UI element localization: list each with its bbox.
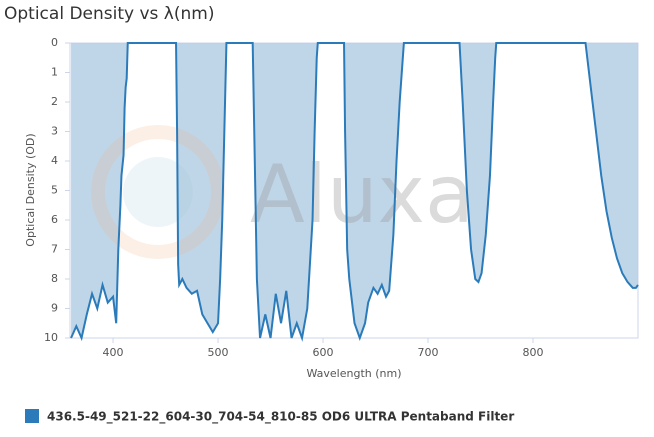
y-tick-label: 3 bbox=[51, 125, 58, 138]
x-tick-label: 800 bbox=[523, 346, 544, 359]
x-tick-label: 400 bbox=[103, 346, 124, 359]
y-tick-label: 5 bbox=[51, 184, 58, 197]
watermark: Aluxa bbox=[91, 125, 474, 259]
x-tick-label: 500 bbox=[208, 346, 229, 359]
watermark-text: Aluxa bbox=[250, 148, 474, 241]
y-tick-label: 9 bbox=[51, 302, 58, 315]
legend-swatch bbox=[25, 409, 39, 423]
x-tick-label: 700 bbox=[418, 346, 439, 359]
y-axis-label: Optical Density (OD) bbox=[24, 133, 37, 246]
y-tick-label: 1 bbox=[51, 66, 58, 79]
chart-title: Optical Density vs λ(nm) bbox=[4, 4, 214, 24]
y-tick-label: 6 bbox=[51, 213, 58, 226]
area-fill bbox=[71, 43, 638, 338]
legend-label: 436.5-49_521-22_604-30_704-54_810-85 OD6… bbox=[47, 410, 514, 425]
x-axis-label: Wavelength (nm) bbox=[306, 367, 401, 380]
y-tick-label: 4 bbox=[51, 154, 58, 167]
y-tick-label: 10 bbox=[44, 331, 58, 344]
y-tick-label: 0 bbox=[51, 36, 58, 49]
x-tick-label: 600 bbox=[313, 346, 334, 359]
y-tick-label: 2 bbox=[51, 95, 58, 108]
y-tick-label: 7 bbox=[51, 243, 58, 256]
line bbox=[70, 42, 639, 342]
y-tick-label: 8 bbox=[51, 272, 58, 285]
